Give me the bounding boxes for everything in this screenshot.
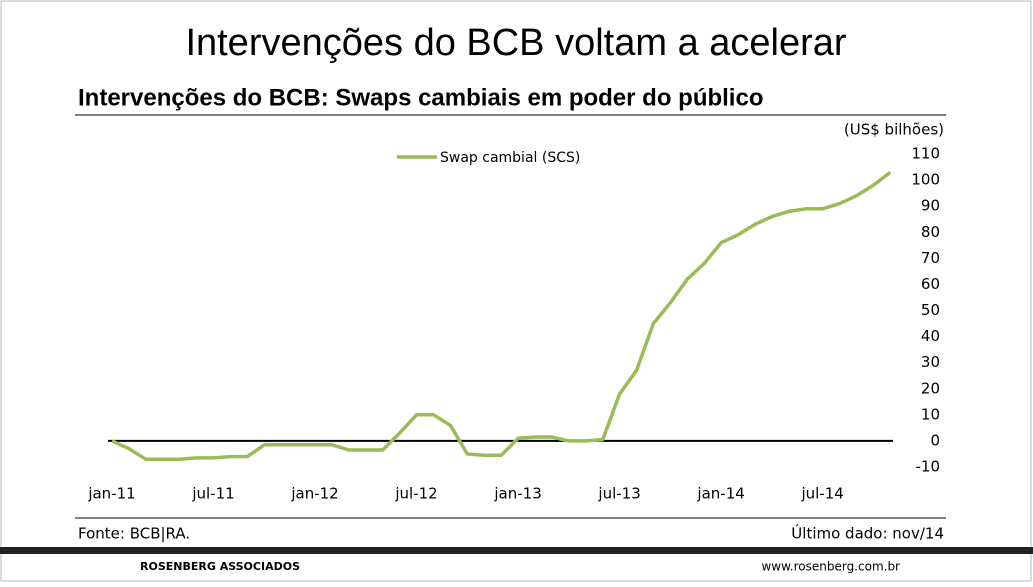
footer-company: ROSENBERG ASSOCIADOS bbox=[140, 560, 300, 573]
y-tick-label: 100 bbox=[911, 171, 940, 189]
y-tick-label: 80 bbox=[921, 223, 940, 241]
x-tick-label: jul-14 bbox=[800, 485, 843, 503]
x-tick-label: jul-12 bbox=[394, 485, 437, 503]
source: Fonte: BCB|RA. bbox=[78, 525, 190, 543]
y-tick-label: -10 bbox=[916, 458, 941, 476]
y-tick-label: 10 bbox=[921, 405, 940, 423]
y-tick-label: 0 bbox=[930, 431, 940, 449]
y-tick-label: 90 bbox=[921, 197, 940, 215]
x-tick-label: jul-11 bbox=[191, 485, 234, 503]
series-line bbox=[111, 170, 892, 461]
chart-title: Intervenções do BCB: Swaps cambiais em p… bbox=[78, 84, 763, 111]
y-tick-label: 60 bbox=[921, 275, 940, 293]
last-data: Último dado: nov/14 bbox=[791, 524, 944, 543]
x-tick-label: jan-11 bbox=[87, 485, 135, 503]
y-tick-label: 70 bbox=[921, 249, 940, 267]
y-tick-label: 20 bbox=[921, 379, 940, 397]
legend-label: Swap cambial (SCS) bbox=[440, 150, 580, 166]
footer-bar bbox=[0, 547, 1033, 554]
y-tick-label: 110 bbox=[911, 145, 940, 163]
x-tick-label: jan-13 bbox=[493, 485, 541, 503]
footer-url: www.rosenberg.com.br bbox=[761, 560, 900, 574]
plot: -10 0 10 20 30 40 50 60 70 80 90 100 110 jan-11 jul-11… bbox=[87, 145, 940, 503]
y-tick-label: 30 bbox=[921, 353, 940, 371]
y-tick-label: 40 bbox=[921, 327, 940, 345]
slide-title: Intervenções do BCB voltam a acelerar bbox=[185, 22, 846, 64]
x-tick-label: jul-13 bbox=[597, 485, 640, 503]
y-tick-label: 50 bbox=[921, 301, 940, 319]
x-tick-label: jan-12 bbox=[290, 485, 338, 503]
y-axis-label: (US$ bilhões) bbox=[844, 121, 944, 139]
x-tick-label: jan-14 bbox=[696, 485, 744, 503]
